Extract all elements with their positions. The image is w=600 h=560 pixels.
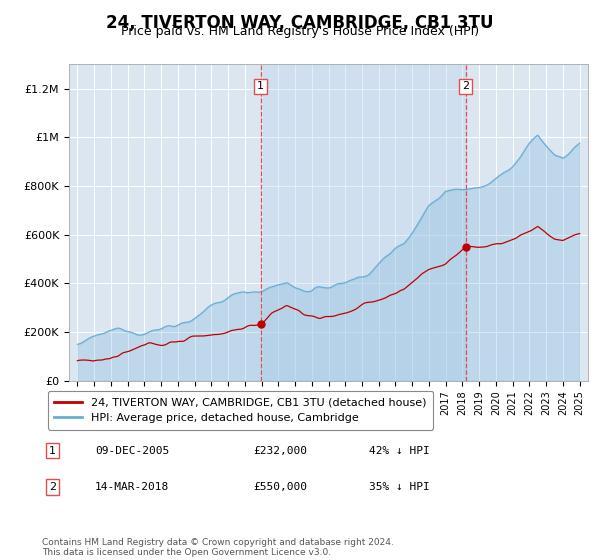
Bar xyxy=(260,64,466,381)
Legend: 24, TIVERTON WAY, CAMBRIDGE, CB1 3TU (detached house), HPI: Average price, detac: 24, TIVERTON WAY, CAMBRIDGE, CB1 3TU (de… xyxy=(47,391,433,430)
Text: 24, TIVERTON WAY, CAMBRIDGE, CB1 3TU: 24, TIVERTON WAY, CAMBRIDGE, CB1 3TU xyxy=(106,14,494,32)
Text: 14-MAR-2018: 14-MAR-2018 xyxy=(95,482,169,492)
Text: 35% ↓ HPI: 35% ↓ HPI xyxy=(370,482,430,492)
Text: Contains HM Land Registry data © Crown copyright and database right 2024.
This d: Contains HM Land Registry data © Crown c… xyxy=(42,538,394,557)
Text: Price paid vs. HM Land Registry's House Price Index (HPI): Price paid vs. HM Land Registry's House … xyxy=(121,25,479,38)
Text: 09-DEC-2005: 09-DEC-2005 xyxy=(95,446,169,456)
Text: £550,000: £550,000 xyxy=(253,482,307,492)
Text: 2: 2 xyxy=(462,81,469,91)
Text: 1: 1 xyxy=(49,446,56,456)
Text: 42% ↓ HPI: 42% ↓ HPI xyxy=(370,446,430,456)
Text: £232,000: £232,000 xyxy=(253,446,307,456)
Text: 1: 1 xyxy=(257,81,264,91)
Text: 2: 2 xyxy=(49,482,56,492)
